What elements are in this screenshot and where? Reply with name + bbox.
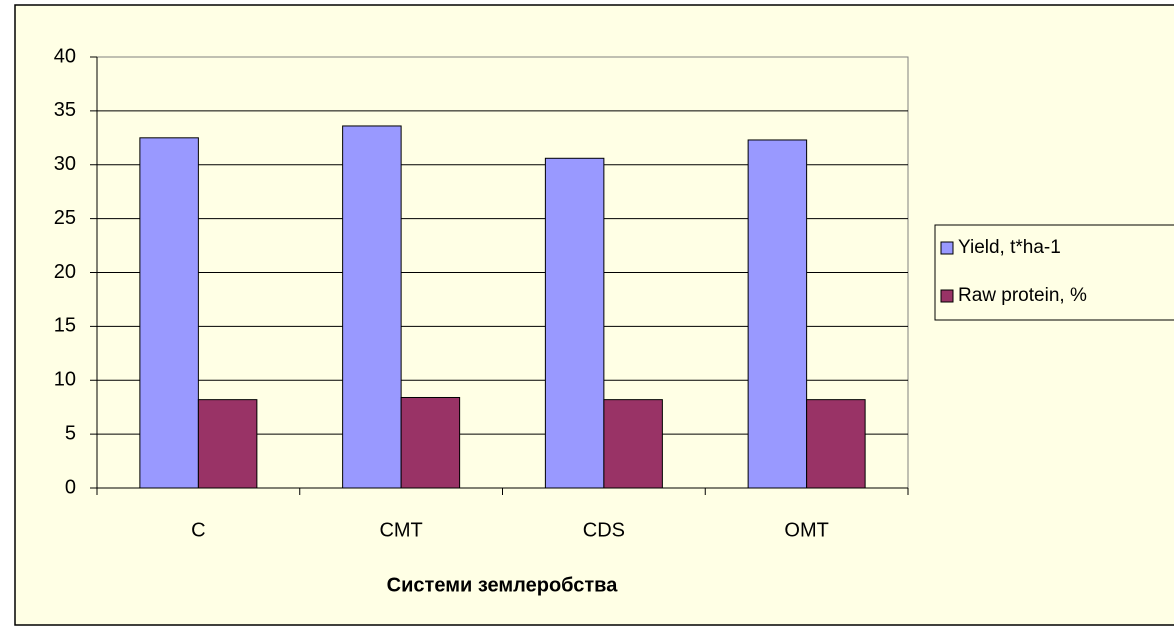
x-tick-label: C (191, 519, 205, 541)
y-tick-label: 10 (54, 369, 76, 391)
bar (342, 125, 402, 489)
bar (603, 399, 663, 489)
legend-label: Raw protein, % (958, 285, 1087, 306)
y-tick-label: 30 (54, 153, 76, 175)
y-tick-label: 0 (65, 476, 76, 498)
x-tick-label: CMT (379, 519, 422, 541)
y-tick-label: 40 (54, 45, 76, 67)
y-tick-label: 15 (54, 315, 76, 337)
x-tick-label: OMT (784, 519, 828, 541)
bar (139, 137, 199, 489)
legend-label: Yield, t*ha-1 (958, 237, 1061, 258)
bar (197, 399, 258, 489)
y-tick-label: 35 (54, 99, 76, 121)
bar (544, 157, 605, 489)
legend-swatch (940, 241, 954, 255)
legend-box (934, 224, 1174, 321)
y-tick-label: 20 (54, 261, 76, 283)
legend-swatch (940, 289, 954, 303)
x-tick-label: CDS (583, 519, 625, 541)
x-axis-label: Системи землеробства (387, 574, 619, 596)
bar (806, 399, 866, 489)
y-tick-label: 25 (54, 207, 76, 229)
bar (747, 139, 808, 489)
y-tick-label: 5 (65, 422, 76, 444)
bar (400, 396, 461, 489)
